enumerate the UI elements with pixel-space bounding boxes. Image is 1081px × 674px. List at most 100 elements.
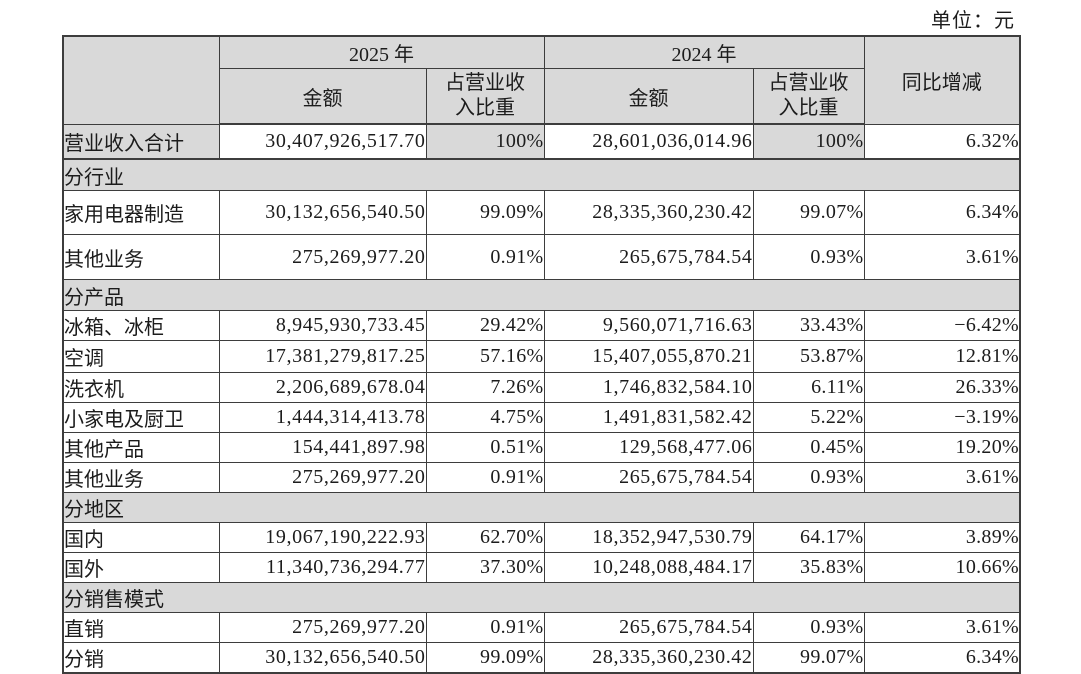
amount-2025-cell: 30,407,926,517.70 xyxy=(218,123,427,160)
proportion-2025-cell: 7.26% xyxy=(425,372,545,403)
table-row: 国内 19,067,190,222.93 62.70% 18,352,947,530.… xyxy=(62,522,1021,553)
amount-2025-cell: 30,132,656,540.50 xyxy=(218,642,427,674)
proportion-2024-cell: 99.07% xyxy=(752,642,865,674)
amount-2024-cell: 28,335,360,230.42 xyxy=(543,642,754,674)
table-row: 分销 30,132,656,540.50 99.09% 28,335,360,230.… xyxy=(62,642,1021,674)
row-label-cell: 营业收入合计 xyxy=(62,123,220,160)
row-label-cell: 其他业务 xyxy=(62,234,220,280)
section-label-cell: 分行业 xyxy=(62,158,1021,191)
table-row: 冰箱、冰柜 8,945,930,733.45 29.42% 9,560,071,716… xyxy=(62,310,1021,341)
proportion-2025-cell: 0.91% xyxy=(425,612,545,643)
year-header-row: 2025 年 2024 年 同比增减 xyxy=(62,35,1021,125)
yoy-change-cell: 6.34% xyxy=(863,190,1021,235)
proportion-2025-cell: 29.42% xyxy=(425,310,545,341)
proportion-2025-cell: 4.75% xyxy=(425,402,545,433)
amount-2024-cell: 18,352,947,530.79 xyxy=(543,522,754,553)
row-label-cell: 空调 xyxy=(62,340,220,373)
yoy-change-cell: 10.66% xyxy=(863,552,1021,583)
table-row: 国外 11,340,736,294.77 37.30% 10,248,088,484.… xyxy=(62,552,1021,583)
yoy-change-cell: 26.33% xyxy=(863,372,1021,403)
section-label-cell: 分销售模式 xyxy=(62,582,1021,613)
row-label-cell: 国外 xyxy=(62,552,220,583)
proportion-2024-cell: 0.93% xyxy=(752,462,865,493)
table-row: 营业收入合计 30,407,926,517.70 100% 28,601,036,01… xyxy=(62,123,1021,160)
yoy-change-cell: 3.61% xyxy=(863,462,1021,493)
proportion-2024-cell: 0.45% xyxy=(752,432,865,463)
proportion-2025-cell: 99.09% xyxy=(425,190,545,235)
proportion-2024-cell: 64.17% xyxy=(752,522,865,553)
amount-2024-cell: 15,407,055,870.21 xyxy=(543,340,754,373)
yoy-change-cell: 12.81% xyxy=(863,340,1021,373)
proportion-2024-cell: 35.83% xyxy=(752,552,865,583)
proportion-2025-cell: 0.91% xyxy=(425,234,545,280)
amount-2025-cell: 275,269,977.20 xyxy=(218,462,427,493)
amount-2024-cell: 1,491,831,582.42 xyxy=(543,402,754,433)
proportion-2024-cell: 33.43% xyxy=(752,310,865,341)
amount-2024-cell: 9,560,071,716.63 xyxy=(543,310,754,341)
yoy-change-cell: −6.42% xyxy=(863,310,1021,341)
amount-2025-cell: 1,444,314,413.78 xyxy=(218,402,427,433)
proportion-2025-cell: 0.91% xyxy=(425,462,545,493)
amount-2024-cell: 28,601,036,014.96 xyxy=(543,123,754,160)
row-label-cell: 国内 xyxy=(62,522,220,553)
year-2024-header: 2024 年 xyxy=(543,35,865,69)
yoy-change-cell: 3.61% xyxy=(863,234,1021,280)
proportion-2025-cell: 37.30% xyxy=(425,552,545,583)
yoy-change-cell: 6.32% xyxy=(863,123,1021,160)
proportion-2024-cell: 0.93% xyxy=(752,234,865,280)
section-row: 分产品 xyxy=(62,279,1021,311)
proportion-2025-cell: 62.70% xyxy=(425,522,545,553)
proportion-2025-cell: 0.51% xyxy=(425,432,545,463)
amount-2024-header: 金额 xyxy=(543,68,754,125)
row-label-cell: 直销 xyxy=(62,612,220,643)
yoy-change-cell: 3.89% xyxy=(863,522,1021,553)
amount-2025-cell: 19,067,190,222.93 xyxy=(218,522,427,553)
table-body: 营业收入合计 30,407,926,517.70 100% 28,601,036,01… xyxy=(62,123,1021,674)
yoy-change-header: 同比增减 xyxy=(863,35,1021,125)
row-label-cell: 家用电器制造 xyxy=(62,190,220,235)
amount-2024-cell: 10,248,088,484.17 xyxy=(543,552,754,583)
proportion-2024-cell: 100% xyxy=(752,123,865,160)
proportion-2024-header: 占营业收 入比重 xyxy=(752,68,865,125)
amount-2025-cell: 17,381,279,817.25 xyxy=(218,340,427,373)
table-row: 直销 275,269,977.20 0.91% 265,675,784.54 0.93%… xyxy=(62,612,1021,643)
row-label-cell: 洗衣机 xyxy=(62,372,220,403)
table-row: 其他业务 275,269,977.20 0.91% 265,675,784.54 0.9… xyxy=(62,462,1021,493)
amount-2025-cell: 11,340,736,294.77 xyxy=(218,552,427,583)
row-label-cell: 分销 xyxy=(62,642,220,674)
section-row: 分销售模式 xyxy=(62,582,1021,613)
proportion-2025-cell: 99.09% xyxy=(425,642,545,674)
yoy-change-cell: 3.61% xyxy=(863,612,1021,643)
table-row: 洗衣机 2,206,689,678.04 7.26% 1,746,832,584.10… xyxy=(62,372,1021,403)
proportion-2025-cell: 57.16% xyxy=(425,340,545,373)
amount-2025-cell: 2,206,689,678.04 xyxy=(218,372,427,403)
proportion-2024-cell: 6.11% xyxy=(752,372,865,403)
section-label-cell: 分地区 xyxy=(62,492,1021,523)
proportion-2024-cell: 5.22% xyxy=(752,402,865,433)
amount-2024-cell: 1,746,832,584.10 xyxy=(543,372,754,403)
table-row: 小家电及厨卫 1,444,314,413.78 4.75% 1,491,831,582… xyxy=(62,402,1021,433)
corner-cell xyxy=(62,35,220,125)
amount-2025-header: 金额 xyxy=(218,68,427,125)
row-label-cell: 其他产品 xyxy=(62,432,220,463)
proportion-2025-cell: 100% xyxy=(425,123,545,160)
section-label-cell: 分产品 xyxy=(62,279,1021,311)
proportion-2024-cell: 53.87% xyxy=(752,340,865,373)
amount-2025-cell: 30,132,656,540.50 xyxy=(218,190,427,235)
subheader-row: 金额 占营业收 入比重 金额 占营业收 入比重 xyxy=(63,68,1020,125)
amount-2024-cell: 265,675,784.54 xyxy=(543,462,754,493)
yoy-change-cell: 6.34% xyxy=(863,642,1021,674)
row-label-cell: 冰箱、冰柜 xyxy=(62,310,220,341)
amount-2024-cell: 265,675,784.54 xyxy=(543,234,754,280)
table-row: 其他产品 154,441,897.98 0.51% 129,568,477.06 0.4… xyxy=(62,432,1021,463)
section-row: 分地区 xyxy=(62,492,1021,523)
amount-2025-cell: 8,945,930,733.45 xyxy=(218,310,427,341)
section-row: 分行业 xyxy=(62,158,1021,191)
row-label-cell: 小家电及厨卫 xyxy=(62,402,220,433)
yoy-change-cell: −3.19% xyxy=(863,402,1021,433)
amount-2024-cell: 28,335,360,230.42 xyxy=(543,190,754,235)
revenue-breakdown-table: 2025 年 2024 年 同比增减 金额 占营业收 入比重 金额 占营业收 入… xyxy=(62,35,1021,674)
table-row: 空调 17,381,279,817.25 57.16% 15,407,055,870.… xyxy=(62,340,1021,373)
year-2025-header: 2025 年 xyxy=(218,35,545,69)
proportion-2024-cell: 99.07% xyxy=(752,190,865,235)
